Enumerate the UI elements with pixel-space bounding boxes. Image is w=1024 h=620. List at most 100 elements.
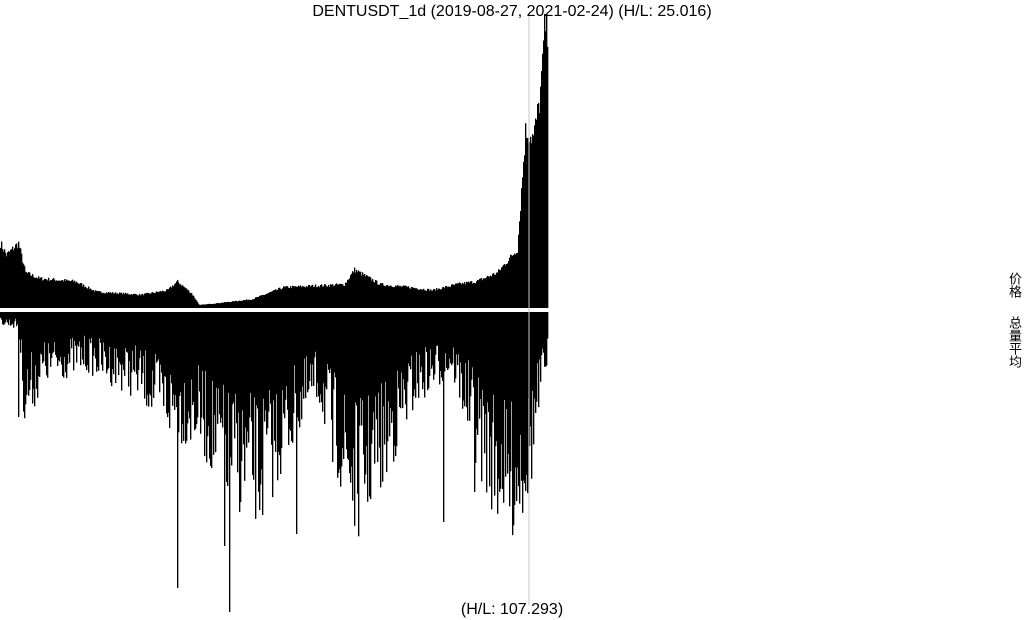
volume-bar — [449, 312, 451, 359]
volume-bar — [421, 312, 423, 367]
price-bar — [201, 304, 203, 308]
price-bar — [337, 284, 339, 308]
price-bar — [124, 294, 126, 308]
volume-bar — [380, 312, 382, 488]
price-bar — [168, 289, 170, 308]
price-bar — [141, 294, 143, 308]
volume-bar — [214, 312, 216, 416]
price-bar — [384, 285, 386, 308]
volume-bar — [72, 312, 74, 338]
price-bar — [75, 282, 77, 308]
volume-bar — [223, 312, 225, 385]
volume-bar — [154, 312, 156, 385]
price-bar — [312, 284, 314, 308]
volume-bar — [403, 312, 405, 380]
price-bar — [234, 301, 236, 308]
volume-bar — [171, 312, 173, 384]
volume-bar — [19, 312, 21, 340]
volume-bar — [399, 312, 401, 408]
volume-bar — [246, 312, 248, 448]
volume-bar — [147, 312, 149, 395]
volume-bar — [267, 312, 269, 429]
volume-bar — [43, 312, 45, 362]
volume-bar — [408, 312, 410, 364]
volume-bar — [437, 312, 439, 346]
price-bar — [178, 282, 180, 308]
price-bar — [53, 278, 55, 308]
price-bar — [46, 279, 48, 308]
price-bar — [89, 289, 91, 308]
volume-bar — [111, 312, 113, 387]
price-bar — [489, 276, 491, 308]
price-bar — [299, 286, 301, 308]
price-bar — [536, 120, 538, 308]
volume-bar — [81, 312, 83, 348]
price-bar — [100, 291, 102, 308]
volume-bar — [212, 312, 214, 381]
volume-bar — [481, 312, 483, 482]
price-bar — [515, 254, 517, 308]
price-bar — [458, 283, 460, 308]
price-bar — [133, 293, 135, 308]
price-bar — [388, 286, 390, 308]
volume-bar — [371, 312, 373, 444]
price-bar — [62, 280, 64, 308]
volume-bar — [250, 312, 252, 394]
volume-bar — [17, 312, 19, 324]
price-bar — [99, 291, 101, 308]
volume-bar — [509, 312, 511, 507]
price-bar — [58, 280, 60, 308]
volume-bar — [297, 312, 299, 418]
price-bar — [463, 284, 465, 308]
volume-bar — [510, 312, 512, 472]
price-bar — [480, 278, 482, 308]
volume-bar — [51, 312, 53, 359]
volume-bar — [52, 312, 54, 354]
volume-bar — [473, 312, 475, 388]
volume-bar — [338, 312, 340, 473]
volume-bar — [337, 312, 339, 478]
price-bar — [544, 14, 546, 308]
volume-bar — [79, 312, 81, 342]
volume-bar — [392, 312, 394, 412]
price-bar — [108, 292, 110, 308]
volume-bar — [140, 312, 142, 351]
volume-bar — [117, 312, 119, 358]
price-bar — [257, 296, 259, 308]
volume-bar — [543, 312, 545, 353]
volume-bar — [53, 312, 55, 352]
volume-bar — [295, 312, 297, 394]
volume-bar — [333, 312, 335, 390]
volume-bar — [271, 312, 273, 445]
volume-bar — [507, 312, 509, 474]
price-bar — [470, 281, 472, 308]
volume-bar — [470, 312, 472, 397]
price-bar — [382, 283, 384, 308]
volume-bar — [107, 312, 109, 370]
price-bar — [440, 289, 442, 308]
price-bar — [194, 298, 196, 308]
volume-bar — [61, 312, 63, 365]
volume-bar — [116, 312, 118, 349]
volume-bar — [268, 312, 270, 412]
volume-bar — [209, 312, 211, 459]
price-bar — [78, 283, 80, 308]
price-bar — [117, 293, 119, 308]
price-bar — [368, 276, 370, 308]
volume-bar — [311, 312, 313, 387]
price-bar — [478, 280, 480, 308]
price-bar — [115, 292, 117, 308]
price-bar — [422, 289, 424, 308]
volume-bar — [361, 312, 363, 426]
price-bar — [219, 303, 221, 308]
volume-bar — [525, 312, 527, 492]
volume-bar — [363, 312, 365, 455]
volume-bar — [170, 312, 172, 375]
price-series — [0, 14, 549, 309]
volume-bar — [536, 312, 538, 402]
price-bar — [41, 277, 43, 308]
price-bar — [173, 286, 175, 308]
volume-bar — [37, 312, 39, 398]
price-bar — [20, 248, 22, 308]
volume-bar — [402, 312, 404, 409]
